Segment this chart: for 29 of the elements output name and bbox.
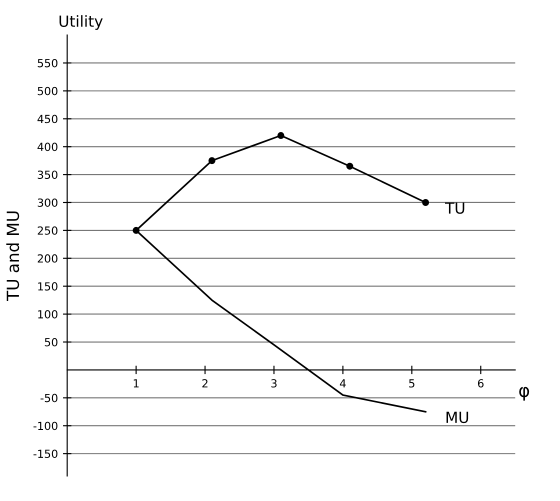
x-tick-label: 2: [202, 379, 208, 388]
y-tick-label: 550: [38, 58, 58, 68]
series-label: MU: [446, 412, 468, 424]
y-tick-label: 300: [38, 198, 58, 207]
point: [277, 132, 284, 139]
y-tick-label: -100: [34, 422, 58, 430]
x-axis-title: φ: [519, 386, 530, 401]
y-tick-label: 450: [38, 114, 58, 124]
y-tick-label: 400: [38, 142, 58, 152]
y-tick-label: 150: [38, 282, 58, 291]
y-tick-label: 250: [38, 226, 58, 235]
x-tick-label: 4: [340, 379, 346, 388]
series-label: TU: [445, 202, 464, 214]
y-tick-label: 200: [38, 254, 58, 263]
x-tick-label: 6: [478, 379, 484, 388]
y-tick-label: 50: [44, 338, 58, 346]
y-tick-label: -150: [34, 450, 58, 458]
y-tick-label: 100: [38, 310, 58, 318]
point: [346, 162, 354, 170]
y-tick-label: 500: [38, 86, 58, 96]
y-tick-label: -50: [40, 394, 58, 402]
x-tick-label: 3: [271, 379, 277, 388]
y-axis-title: TU and MU: [6, 212, 20, 302]
point: [208, 157, 216, 164]
chart-title: Utility: [60, 15, 103, 30]
x-tick-label: 1: [134, 379, 139, 388]
x-tick-label: 5: [409, 379, 414, 388]
y-tick-label: 350: [38, 170, 58, 179]
point: [422, 199, 430, 206]
